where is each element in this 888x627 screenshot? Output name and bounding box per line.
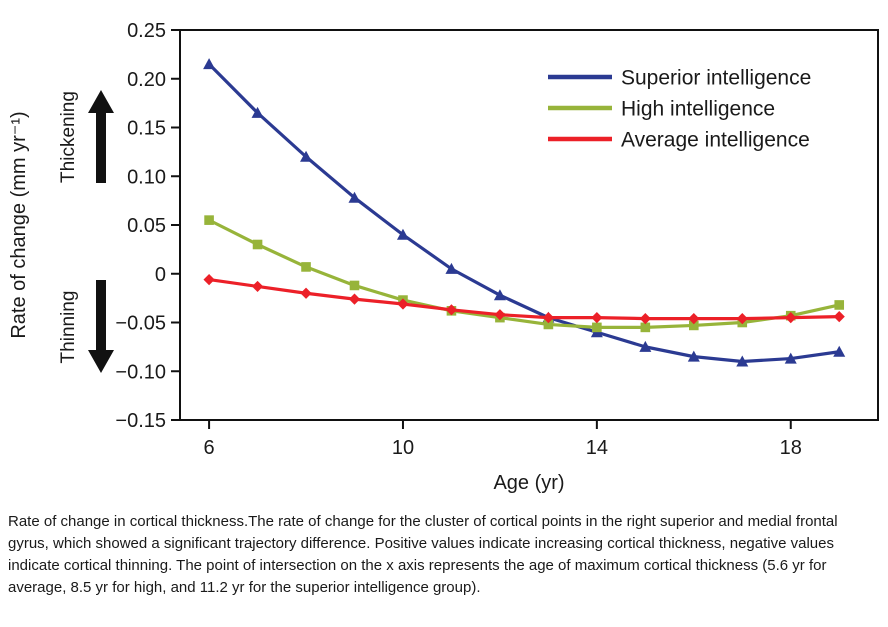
y-axis-label: Rate of change (mm yr⁻¹) xyxy=(8,111,30,338)
legend-item: Average intelligence xyxy=(548,129,810,152)
legend-label: High intelligence xyxy=(621,98,775,121)
figure: 0.25 0.20 0.15 0.10 0.05 0 −0.05 −0.10 −0.15 6 10 1… xyxy=(8,20,879,596)
thickening-label: Thickening xyxy=(58,91,79,183)
thinning-arrow-icon xyxy=(88,280,114,373)
plot-frame xyxy=(179,29,879,421)
y-tick-label: 0.05 xyxy=(127,215,166,237)
y-tick-label: 0.15 xyxy=(127,118,166,140)
series-average-intelligence xyxy=(203,274,845,325)
cortical-thickness-chart: 0.25 0.20 0.15 0.10 0.05 0 −0.05 −0.10 −0.15 6 10 1… xyxy=(8,20,879,494)
legend-item: High intelligence xyxy=(548,98,775,121)
thickening-arrow-icon xyxy=(88,90,114,183)
figure-caption: Rate of change in cortical thickness.The… xyxy=(8,513,838,596)
legend-label: Superior intelligence xyxy=(621,67,811,90)
y-tick-label: 0.20 xyxy=(127,69,166,91)
x-tick-label: 10 xyxy=(392,437,414,459)
y-tick-label: −0.05 xyxy=(115,313,166,335)
y-tick-label: 0 xyxy=(155,264,166,286)
legend-item: Superior intelligence xyxy=(548,67,811,90)
x-axis-label: Age (yr) xyxy=(493,472,564,494)
thinning-label: Thinning xyxy=(58,291,79,364)
legend-label: Average intelligence xyxy=(621,129,810,152)
y-tick-label: −0.10 xyxy=(115,361,166,383)
x-tick-label: 6 xyxy=(204,437,215,459)
series-superior-intelligence xyxy=(203,58,846,367)
y-tick-label: −0.15 xyxy=(115,410,166,432)
y-tick-label: 0.10 xyxy=(127,166,166,188)
x-tick-label: 14 xyxy=(586,437,608,459)
plot-area: 0.25 0.20 0.15 0.10 0.05 0 −0.05 −0.10 −0.15 6 10 1… xyxy=(115,20,879,459)
x-tick-label: 18 xyxy=(780,437,802,459)
y-tick-label: 0.25 xyxy=(127,20,166,42)
legend: Superior intelligence High intelligence Av… xyxy=(548,67,811,152)
